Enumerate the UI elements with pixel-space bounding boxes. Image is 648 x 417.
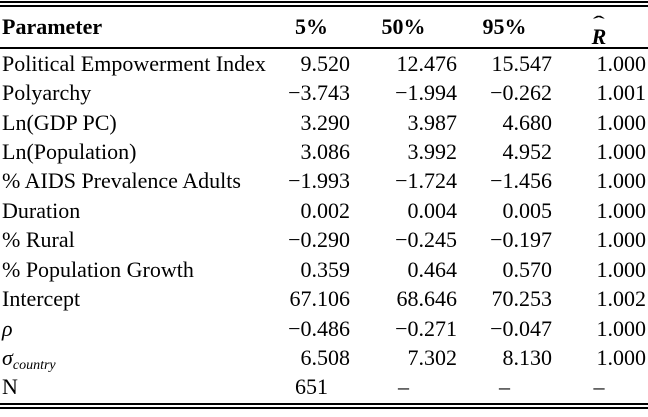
rhat-cell: 1.002: [596, 286, 647, 312]
bottom-rules: [0, 403, 648, 409]
bottom-rule-outer: [0, 407, 648, 409]
p95-cell: –: [499, 374, 510, 400]
p5-cell: −3.743: [288, 80, 350, 106]
p50-cell: 3.992: [407, 138, 458, 164]
rhat-cell: –: [593, 374, 605, 400]
col-header-5pct: 5%: [295, 14, 328, 39]
rhat-hat-accent: ˆ: [593, 12, 605, 32]
p50-cell: 0.004: [407, 197, 458, 223]
rhat-cell: 1.000: [596, 315, 647, 341]
p95-cell: 0.570: [502, 256, 553, 282]
sigma-subscript: country: [12, 357, 56, 373]
table-row: Intercept 67.106 68.646 70.253 1.002: [0, 284, 648, 313]
p5-cell: −0.290: [288, 227, 350, 253]
table-row: % AIDS Prevalence Adults −1.993 −1.724 −…: [0, 167, 648, 196]
table-row: % Population Growth 0.359 0.464 0.570 1.…: [0, 255, 648, 284]
table-row: Ln(GDP PC) 3.290 3.987 4.680 1.000: [0, 108, 648, 137]
table-row: Political Empowerment Index 9.520 12.476…: [0, 49, 648, 78]
table-body: Political Empowerment Index 9.520 12.476…: [0, 49, 648, 402]
p50-cell: 0.464: [407, 256, 458, 282]
p5-cell: 3.290: [300, 109, 351, 135]
p95-cell: −1.456: [490, 168, 552, 194]
p5-cell: −1.993: [288, 168, 350, 194]
p5-cell: 67.106: [289, 286, 351, 312]
col-header-50pct: 50%: [381, 14, 426, 39]
top-rule-outer: [0, 1, 648, 3]
param-cell: % Rural: [2, 227, 75, 253]
rhat-cell: 1.000: [596, 50, 647, 76]
p50-cell: −1.994: [395, 80, 457, 106]
rhat-cell: 1.000: [596, 256, 647, 282]
top-rule-gap: [0, 3, 648, 5]
rhat-cell: 1.000: [596, 227, 647, 253]
param-cell: % AIDS Prevalence Adults: [2, 168, 241, 194]
p50-cell: −0.271: [395, 315, 457, 341]
param-cell: Duration: [2, 197, 81, 223]
p50-cell: 7.302: [407, 344, 458, 370]
p50-cell: −0.245: [395, 227, 457, 253]
header-divider-rule: [0, 47, 648, 49]
bottom-rule-inner: [0, 403, 648, 405]
table-row: σcountry 6.508 7.302 8.130 1.000: [0, 343, 648, 373]
p5-cell: 3.086: [300, 138, 351, 164]
rhat-cell: 1.000: [596, 197, 647, 223]
table-row: N 651 – – –: [0, 373, 648, 402]
rhat-cell: 1.001: [596, 80, 647, 106]
col-header-rhat: ˆ R: [552, 8, 648, 49]
p95-cell: 15.547: [491, 50, 553, 76]
p95-cell: 4.952: [502, 138, 553, 164]
rhat-cell: 1.000: [596, 109, 647, 135]
param-cell-rho: ρ: [2, 315, 13, 341]
param-cell: % Population Growth: [2, 256, 194, 282]
bottom-rule-gap: [0, 405, 648, 407]
p95-cell: −0.047: [490, 315, 552, 341]
p95-cell: 8.130: [502, 344, 553, 370]
p5-cell: 651: [295, 374, 328, 400]
p5-cell: 0.359: [300, 256, 351, 282]
param-cell-n: N: [2, 374, 18, 400]
p5-cell: 0.002: [300, 197, 351, 223]
p50-cell: 68.646: [396, 286, 458, 312]
p50-cell: −1.724: [395, 168, 457, 194]
rhat-cell: 1.000: [596, 344, 647, 370]
p5-cell: 9.520: [300, 50, 351, 76]
table-row: Polyarchy −3.743 −1.994 −0.262 1.001: [0, 78, 648, 107]
p95-cell: 0.005: [502, 197, 553, 223]
rhat-letter: R: [591, 23, 607, 49]
p5-cell: 6.508: [300, 344, 351, 370]
table-row: Ln(Population) 3.086 3.992 4.952 1.000: [0, 137, 648, 166]
p95-cell: 70.253: [491, 286, 553, 312]
p50-cell: 12.476: [396, 50, 458, 76]
table-row: % Rural −0.290 −0.245 −0.197 1.000: [0, 226, 648, 255]
table-row: ρ −0.486 −0.271 −0.047 1.000: [0, 314, 648, 343]
table-row: Duration 0.002 0.004 0.005 1.000: [0, 196, 648, 225]
param-cell-sigma-country: σcountry: [0, 344, 273, 373]
param-cell: Intercept: [2, 286, 81, 312]
sigma-symbol: σ: [2, 344, 13, 370]
col-header-95pct: 95%: [482, 14, 527, 39]
p95-cell: −0.262: [490, 80, 552, 106]
param-cell: Political Empowerment Index: [2, 50, 266, 76]
param-cell: Ln(Population): [2, 138, 137, 164]
col-header-parameter: Parameter: [2, 14, 103, 39]
p95-cell: 4.680: [502, 109, 553, 135]
rhat-symbol: ˆ R: [591, 12, 607, 49]
param-cell: Polyarchy: [2, 80, 92, 106]
table-header-row: Parameter 5% 50% 95% ˆ R: [0, 7, 648, 49]
p5-cell: −0.486: [288, 315, 350, 341]
rhat-cell: 1.000: [596, 138, 647, 164]
p50-cell: 3.987: [407, 109, 458, 135]
p95-cell: −0.197: [490, 227, 552, 253]
p50-cell: –: [398, 374, 409, 400]
param-cell: Ln(GDP PC): [2, 109, 117, 135]
top-rule-inner: [0, 5, 648, 7]
rhat-cell: 1.000: [596, 168, 647, 194]
